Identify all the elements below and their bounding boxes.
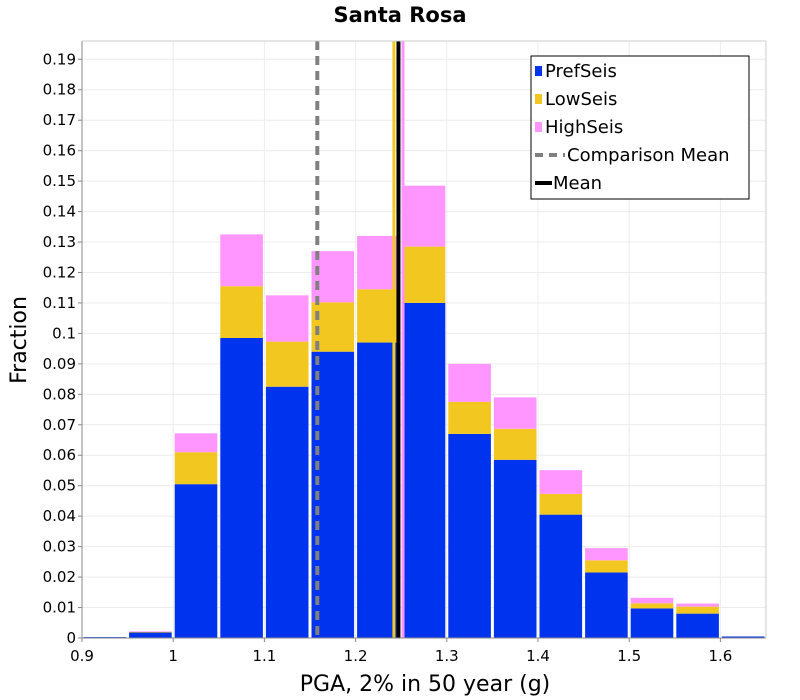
bar-prefseis-7 [402,302,446,638]
y-tick-label-5: 0.05 [43,477,76,495]
bar-highseis-11 [585,548,628,561]
y-tick-label-10: 0.1 [52,324,76,342]
y-tick-label-9: 0.09 [43,355,76,373]
bar-highseis-4 [265,295,309,342]
legend-box [530,55,750,200]
x-tick-label-2: 1.1 [252,647,276,665]
y-tick-label-16: 0.16 [43,142,76,160]
bar-lowseis-2 [174,452,218,485]
bar-highseis-13 [676,603,719,607]
bar-prefseis-8 [448,433,491,638]
bar-lowseis-11 [585,560,628,573]
x-tick-label-4: 1.3 [435,647,459,665]
plot-area: 0 0.01 0.02 0.03 0.04 0.05 0.06 0.07 0.08 0.09 0.1… [43,40,767,665]
bar-lowseis-12 [630,603,674,609]
legend: PrefSeis LowSeis HighSeis Comparison Mean Me… [530,55,750,200]
legend-swatch-prefseis [535,66,542,76]
bar-prefseis-1 [129,632,172,638]
bar-prefseis-12 [630,608,674,638]
legend-swatch-lowseis [535,94,542,104]
y-axis-label: Fraction [7,296,32,384]
bar-prefseis-11 [585,572,628,638]
x-axis-label: PGA, 2% in 50 year (g) [300,672,551,697]
legend-label-mean: Mean [553,173,602,194]
bar-lowseis-3 [220,286,263,338]
y-tick-label-1: 0.01 [43,599,76,617]
bar-prefseis-10 [539,514,583,638]
y-tick-label-8: 0.08 [43,385,76,403]
x-tick-label-0: 0.9 [70,647,94,665]
bar-prefseis-2 [174,484,218,638]
legend-label-highseis: HighSeis [545,117,623,138]
y-tick-label-14: 0.14 [43,203,76,221]
bar-highseis-12 [630,597,674,604]
bar-lowseis-1 [129,631,172,633]
bar-prefseis-4 [265,386,309,638]
y-tick-label-17: 0.17 [43,111,76,129]
x-tick-label-3: 1.2 [344,647,368,665]
x-tick-label-1: 1 [168,647,178,665]
bar-lowseis-9 [493,428,537,460]
bar-lowseis-7 [402,246,446,303]
bar-lowseis-8 [448,401,491,434]
bar-lowseis-10 [539,493,583,515]
legend-label-prefseis: PrefSeis [545,61,617,82]
bar-prefseis-13 [676,613,719,638]
y-tick-label-7: 0.07 [43,416,76,434]
y-tick-label-13: 0.13 [43,233,76,251]
y-tick-label-0: 0 [66,629,76,647]
x-tick-label-7: 1.6 [708,647,732,665]
bar-highseis-8 [448,363,491,402]
legend-label-lowseis: LowSeis [545,89,617,110]
y-tick-label-4: 0.04 [43,507,76,525]
bar-highseis-3 [220,234,263,287]
y-tick-label-3: 0.03 [43,538,76,556]
x-tick-label-5: 1.4 [526,647,550,665]
y-tick-label-19: 0.19 [43,50,76,68]
chart-title: Santa Rosa [333,3,466,27]
bar-prefseis-9 [493,459,537,638]
y-tick-label-18: 0.18 [43,81,76,99]
bar-prefseis-3 [220,337,263,638]
bar-lowseis-4 [265,341,309,387]
y-tick-label-2: 0.02 [43,568,76,586]
bar-highseis-1 [129,631,172,632]
bar-prefseis-14 [721,636,765,638]
y-tick-label-15: 0.15 [43,172,76,190]
y-tick-label-6: 0.06 [43,446,76,464]
bar-highseis-7 [402,185,446,247]
bar-highseis-2 [174,433,218,453]
bar-highseis-9 [493,397,537,429]
legend-swatch-highseis [535,122,542,132]
x-tick-label-6: 1.5 [617,647,641,665]
y-tick-label-12: 0.12 [43,263,76,281]
y-tick-label-11: 0.11 [43,294,76,312]
legend-label-comparison-mean: Comparison Mean [567,145,730,166]
bar-highseis-10 [539,470,583,494]
bar-lowseis-13 [676,606,719,614]
